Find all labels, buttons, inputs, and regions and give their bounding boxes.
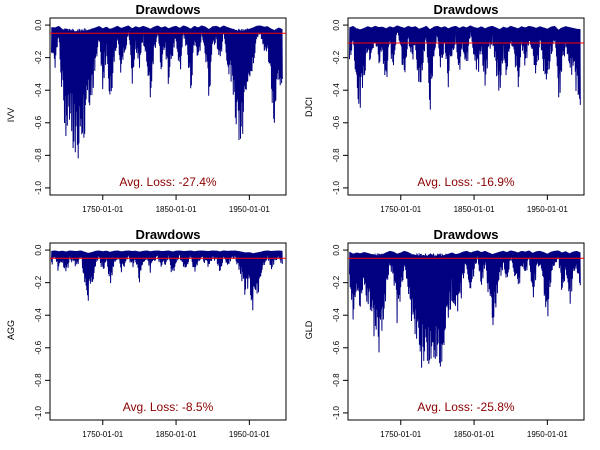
panel-2: Drawdows DJCI 0.0 -0.2 -0.4 -0.6 -0.8 -1.0 175… <box>304 2 585 214</box>
y-tick-label: -1.0 <box>332 405 341 419</box>
panel-4: Drawdows GLD 0.0 -0.2 -0.4 -0.6 -0.8 -1.0 1750… <box>304 227 585 439</box>
y-tick-label: -0.2 <box>34 50 43 64</box>
panel-title: Drawdows <box>135 2 200 17</box>
y-tick-label: -1.0 <box>332 180 341 194</box>
x-tick-label: 1750-01-01 <box>82 205 123 214</box>
y-axis-label: AGG <box>6 320 16 340</box>
avg-loss-annotation: Avg. Loss: -25.8% <box>417 400 514 414</box>
plot-frame <box>49 242 287 421</box>
drawdown-series-line <box>51 250 283 311</box>
y-tick-label: -0.4 <box>34 308 43 322</box>
y-tick-label: 0.0 <box>332 19 341 31</box>
y-tick-label: -0.8 <box>34 148 43 162</box>
panel-title: Drawdows <box>433 227 498 242</box>
y-axis-label: DJCI <box>304 97 314 117</box>
panel-title: Drawdows <box>135 227 200 242</box>
avg-loss-annotation: Avg. Loss: -16.9% <box>417 175 514 189</box>
y-tick-label: -0.6 <box>34 115 43 129</box>
panel-1: Drawdows IVV 0.0 -0.2 -0.4 -0.6 -0.8 -1.0 1750… <box>6 2 287 214</box>
y-tick-label: 0.0 <box>34 244 43 256</box>
x-tick-label: 1850-01-01 <box>454 205 495 214</box>
y-tick-label: -0.8 <box>34 373 43 387</box>
panel-title: Drawdows <box>433 2 498 17</box>
avg-loss-annotation: Avg. Loss: -8.5% <box>123 400 214 414</box>
x-tick-label: 1950-01-01 <box>229 205 270 214</box>
y-tick-label: -0.2 <box>332 50 341 64</box>
x-tick-label: 1850-01-01 <box>156 205 197 214</box>
y-tick-label: -0.2 <box>34 275 43 289</box>
x-tick-label: 1850-01-01 <box>454 430 495 439</box>
y-tick-label: -0.6 <box>332 115 341 129</box>
y-axis-label: GLD <box>304 320 314 339</box>
plot-frame <box>347 242 585 421</box>
y-tick-label: 0.0 <box>332 244 341 256</box>
y-tick-label: -0.6 <box>34 340 43 354</box>
x-tick-label: 1950-01-01 <box>527 205 568 214</box>
x-tick-label: 1950-01-01 <box>527 430 568 439</box>
x-tick-label: 1750-01-01 <box>380 205 421 214</box>
y-tick-label: -1.0 <box>34 405 43 419</box>
y-tick-label: -0.4 <box>332 308 341 322</box>
drawdown-series-line <box>349 25 581 110</box>
y-axis-label: IVV <box>6 108 16 123</box>
y-tick-label: -0.6 <box>332 340 341 354</box>
plot-frame <box>49 17 287 196</box>
y-tick-label: -0.4 <box>332 83 341 97</box>
y-tick-label: -0.4 <box>34 83 43 97</box>
x-tick-label: 1850-01-01 <box>156 430 197 439</box>
y-tick-label: -1.0 <box>34 180 43 194</box>
y-tick-label: -0.8 <box>332 373 341 387</box>
x-tick-label: 1950-01-01 <box>229 430 270 439</box>
x-tick-label: 1750-01-01 <box>82 430 123 439</box>
y-tick-label: -0.2 <box>332 275 341 289</box>
panel-3: Drawdows AGG 0.0 -0.2 -0.4 -0.6 -0.8 -1.0 1750… <box>6 227 287 439</box>
y-tick-label: -0.8 <box>332 148 341 162</box>
x-tick-label: 1750-01-01 <box>380 430 421 439</box>
drawdown-series-line <box>51 25 283 159</box>
avg-loss-annotation: Avg. Loss: -27.4% <box>119 175 216 189</box>
y-tick-label: 0.0 <box>34 19 43 31</box>
plot-frame <box>347 17 585 196</box>
